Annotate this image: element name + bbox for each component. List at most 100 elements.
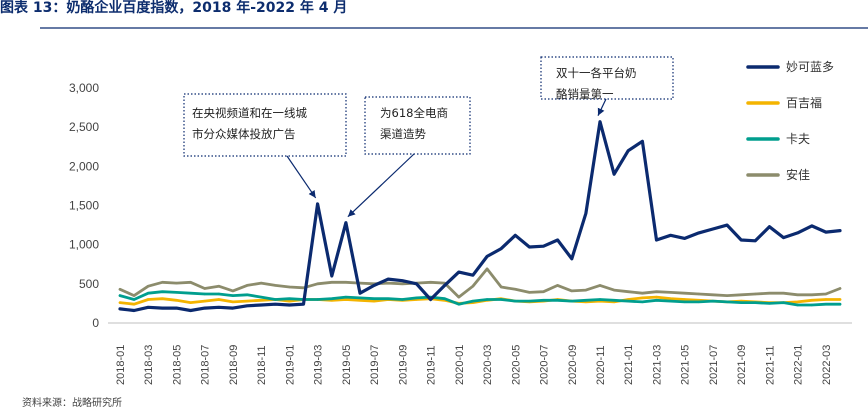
annotation-arrow — [597, 98, 607, 116]
data-point-2 — [203, 299, 206, 303]
x-tick-label: 2019-09 — [397, 345, 409, 385]
x-tick-label: 2020-11 — [595, 345, 607, 385]
y-tick-label: 2,500 — [69, 120, 99, 134]
data-point-2 — [824, 298, 828, 301]
data-point-3 — [457, 303, 460, 306]
data-point-4 — [725, 294, 729, 297]
chart-title: 图表 13：奶酪企业百度指数，2018 年-2022 年 4 月 — [0, 0, 348, 16]
data-point-1 — [302, 303, 305, 306]
data-point-1 — [147, 306, 150, 309]
legend-label: 安佳 — [786, 167, 810, 182]
data-point-3 — [203, 292, 206, 296]
data-point-3 — [260, 295, 263, 299]
x-tick-label: 2021-01 — [623, 345, 635, 385]
data-point-1 — [358, 292, 362, 295]
data-point-2 — [358, 299, 362, 302]
x-tick-label: 2021-03 — [651, 345, 663, 385]
data-point-2 — [796, 300, 799, 304]
x-tick-label: 2021-05 — [680, 345, 692, 385]
data-point-2 — [231, 300, 235, 304]
data-point-3 — [471, 299, 475, 303]
data-point-4 — [782, 292, 785, 295]
x-tick-label: 2018-05 — [171, 345, 183, 385]
data-point-3 — [330, 297, 333, 300]
data-point-1 — [528, 245, 531, 249]
data-point-4 — [118, 288, 122, 291]
data-point-2 — [655, 295, 658, 299]
data-point-3 — [655, 299, 658, 302]
data-point-4 — [485, 267, 489, 271]
annotation-text: 在央视频道和在一线城 — [192, 106, 307, 120]
x-tick-label: 2018-09 — [228, 345, 240, 385]
data-point-4 — [754, 292, 757, 296]
data-point-2 — [344, 298, 348, 301]
data-point-4 — [316, 282, 319, 285]
data-point-1 — [485, 255, 489, 258]
data-point-2 — [132, 303, 136, 306]
data-point-1 — [725, 223, 729, 227]
x-tick-label: 2019-05 — [341, 345, 353, 385]
data-point-4 — [796, 293, 799, 296]
data-point-1 — [316, 202, 319, 206]
x-tick-label: 2018-03 — [143, 345, 155, 385]
data-point-4 — [627, 290, 630, 293]
data-point-1 — [754, 239, 757, 242]
data-point-1 — [683, 237, 686, 240]
data-point-2 — [641, 296, 644, 300]
data-point-3 — [147, 292, 150, 295]
x-tick-label: 2018-01 — [115, 345, 127, 385]
data-point-1 — [598, 120, 602, 123]
data-point-1 — [203, 306, 206, 310]
data-point-4 — [669, 291, 672, 294]
data-point-3 — [627, 299, 630, 303]
data-point-3 — [754, 301, 757, 304]
data-point-3 — [316, 298, 319, 301]
data-point-4 — [697, 292, 700, 296]
data-point-4 — [598, 284, 602, 287]
data-point-4 — [711, 293, 715, 296]
data-point-4 — [655, 290, 658, 293]
annotation-box — [364, 96, 471, 155]
data-point-1 — [189, 309, 192, 312]
data-point-3 — [838, 303, 842, 306]
y-tick-label: 500 — [79, 277, 99, 291]
data-point-2 — [260, 299, 263, 302]
y-tick-label: 2,000 — [69, 159, 99, 173]
y-tick-label: 1,500 — [69, 199, 99, 213]
data-point-1 — [260, 303, 263, 307]
data-point-1 — [274, 303, 277, 306]
data-point-1 — [471, 274, 475, 277]
data-point-3 — [768, 302, 771, 305]
annotation-text: 双十一各平台奶 — [556, 66, 637, 80]
source-note: 资料来源：战略研究所 — [22, 398, 122, 409]
data-point-4 — [344, 281, 348, 284]
data-point-3 — [485, 298, 489, 301]
data-point-4 — [570, 289, 573, 293]
data-point-1 — [415, 282, 418, 285]
data-point-3 — [358, 296, 362, 300]
data-point-3 — [217, 292, 220, 296]
data-point-4 — [132, 294, 136, 297]
data-point-1 — [288, 303, 291, 307]
data-point-3 — [372, 297, 376, 300]
data-point-1 — [372, 284, 376, 287]
data-point-3 — [401, 298, 404, 301]
data-point-1 — [556, 238, 559, 242]
data-point-2 — [372, 299, 376, 303]
data-point-4 — [542, 290, 545, 293]
data-point-1 — [711, 227, 715, 231]
data-point-3 — [231, 294, 235, 297]
data-point-1 — [810, 224, 813, 228]
data-point-4 — [260, 281, 263, 285]
data-point-4 — [500, 285, 503, 289]
annotation-text: 渠道造势 — [380, 127, 426, 141]
x-tick-label: 2021-07 — [708, 345, 720, 385]
data-point-1 — [697, 231, 700, 235]
series-line-4 — [118, 267, 842, 299]
data-point-2 — [810, 299, 813, 302]
data-point-3 — [556, 299, 559, 302]
series-line-3 — [118, 290, 842, 307]
